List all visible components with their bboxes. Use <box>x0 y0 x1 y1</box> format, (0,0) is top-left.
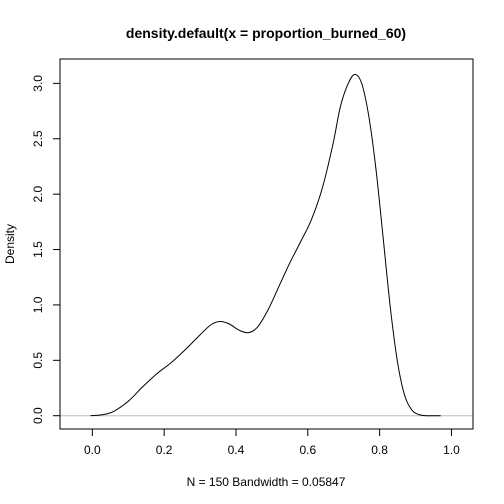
y-axis-label: Density <box>3 224 17 264</box>
x-tick-label: 0.6 <box>299 443 316 457</box>
x-axis-label: N = 150 Bandwidth = 0.05847 <box>187 475 346 489</box>
y-axis: 0.0 0.5 1.0 1.5 2.0 2.5 3.0 <box>31 75 61 424</box>
y-tick-label: 1.0 <box>31 296 45 313</box>
y-tick-label: 2.5 <box>31 130 45 147</box>
x-tick-label: 0.0 <box>84 443 101 457</box>
y-tick-label: 0.5 <box>31 352 45 369</box>
x-tick-label: 1.0 <box>443 443 460 457</box>
y-tick-label: 0.0 <box>31 407 45 424</box>
density-curve <box>90 73 441 417</box>
plot-frame <box>59 58 474 430</box>
x-tick-label: 0.4 <box>228 443 245 457</box>
y-tick-label: 3.0 <box>31 75 45 92</box>
chart-title: density.default(x = proportion_burned_60… <box>126 25 406 41</box>
y-tick-label: 1.5 <box>31 241 45 258</box>
x-axis: 0.0 0.2 0.4 0.6 0.8 1.0 <box>84 428 460 457</box>
x-tick-label: 0.2 <box>156 443 173 457</box>
y-tick-label: 2.0 <box>31 185 45 202</box>
x-tick-label: 0.8 <box>371 443 388 457</box>
